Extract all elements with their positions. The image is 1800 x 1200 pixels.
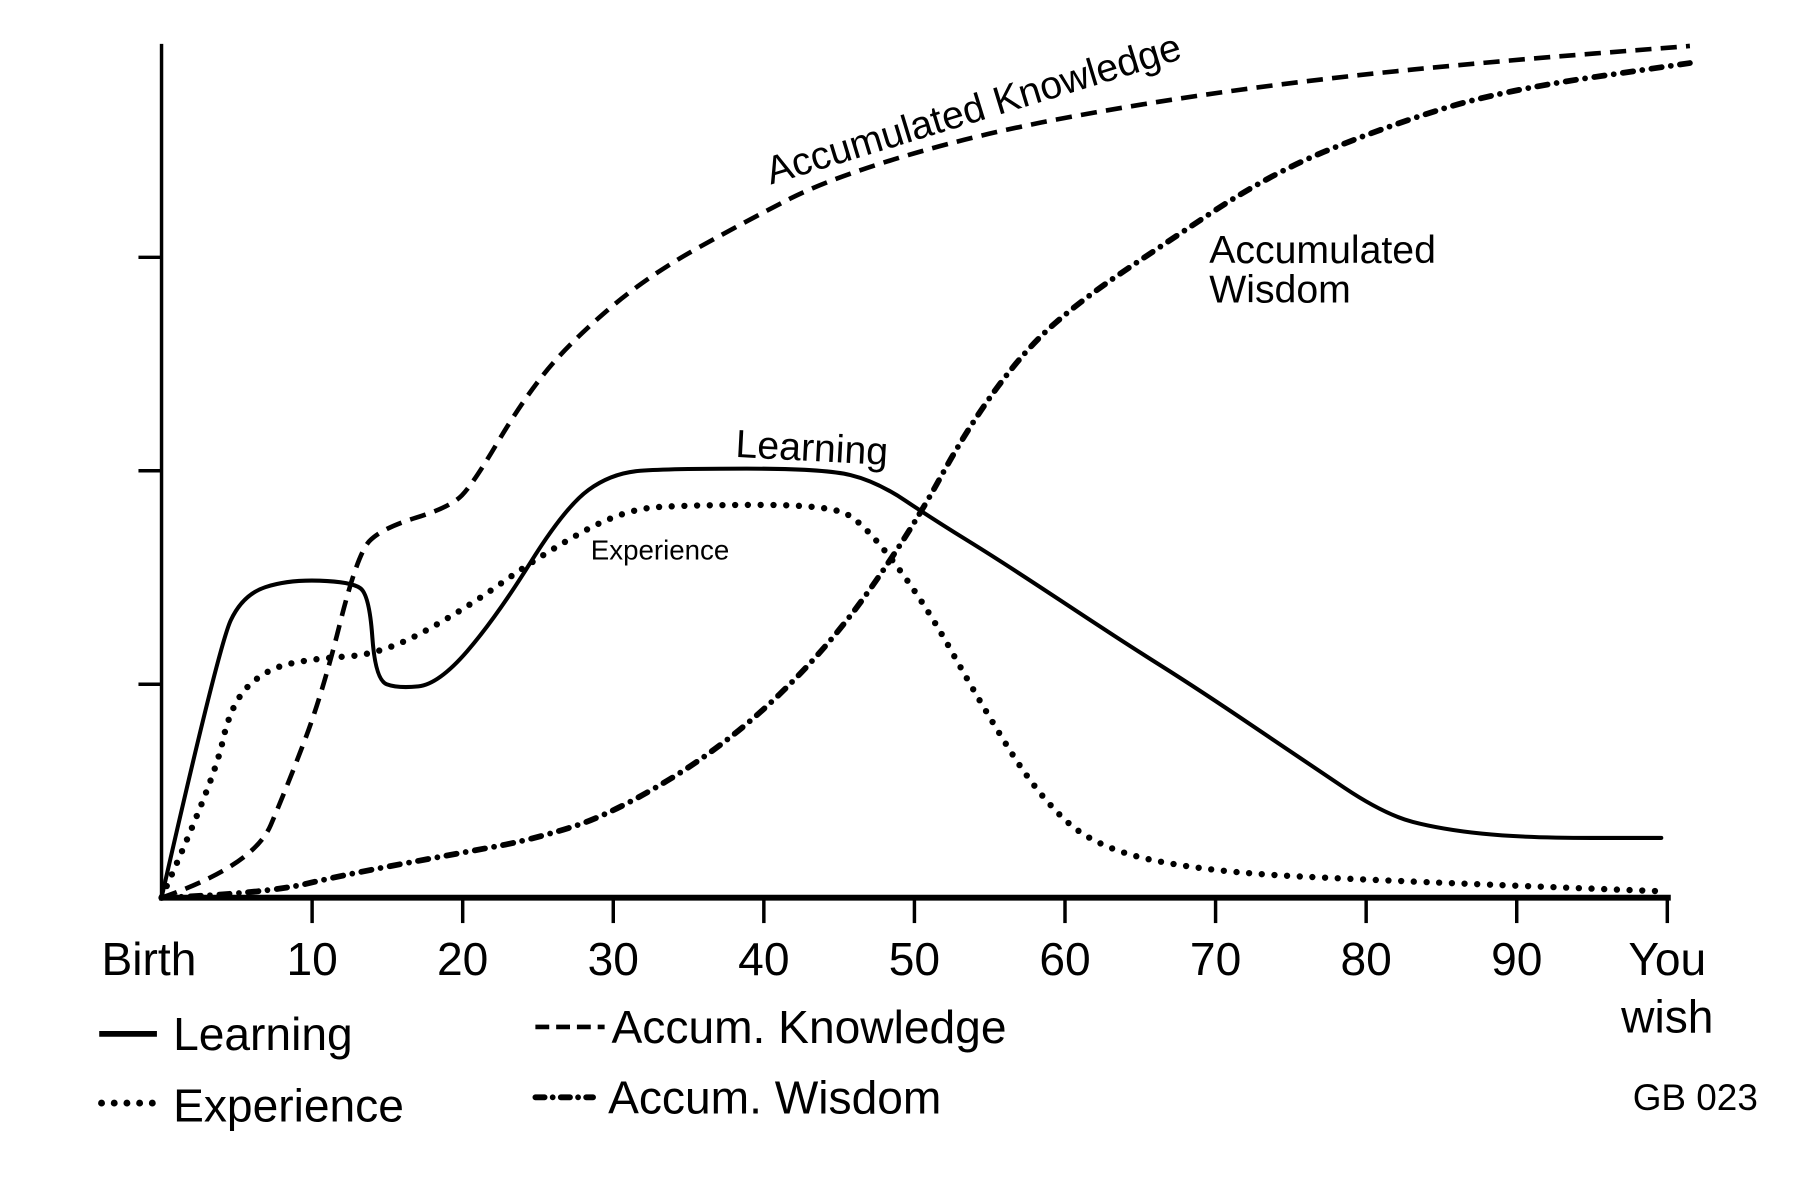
x-tick-label: 40 — [738, 933, 789, 985]
axes — [159, 43, 1671, 901]
legend-label-wisdom: Accum. Wisdom — [608, 1071, 941, 1123]
x-tick-label: 10 — [286, 933, 337, 985]
series-lines — [158, 43, 1693, 901]
annotation-learning: Learning — [735, 422, 890, 474]
x-tick-label: 90 — [1491, 933, 1542, 985]
annotation-wisdom-line2: Wisdom — [1209, 267, 1351, 311]
series-line-learning — [159, 466, 1664, 900]
ticks: Birth 10 20 30 40 50 60 70 80 90 You wish — [102, 255, 1713, 1043]
x-tick-label: 60 — [1039, 933, 1090, 985]
x-tick-label: 70 — [1190, 933, 1241, 985]
x-tick-label: 30 — [588, 933, 639, 985]
x-tick-label: 50 — [889, 933, 940, 985]
x-tick-label-end: You wish — [1620, 933, 1713, 1043]
legend: Learning Experience Accum. Knowledge Acc… — [98, 1001, 1007, 1132]
series-line-accum-wisdom — [158, 60, 1693, 901]
x-tick-label: 80 — [1340, 933, 1391, 985]
annotation-wisdom-line1: Accumulated — [1209, 228, 1436, 272]
x-tick-label: 20 — [437, 933, 488, 985]
credit: GB 023 — [1633, 1077, 1758, 1118]
annotation-experience: Experience — [591, 535, 730, 566]
legend-label-learning: Learning — [173, 1008, 353, 1060]
annotation-knowledge: Accumulated Knowledge — [761, 25, 1187, 193]
legend-label-knowledge: Accum. Knowledge — [612, 1001, 1007, 1053]
series-line-accum-knowledge — [160, 43, 1691, 900]
series-line-experience — [158, 501, 1665, 901]
x-tick-label: Birth — [102, 933, 197, 985]
legend-label-experience: Experience — [173, 1080, 404, 1132]
